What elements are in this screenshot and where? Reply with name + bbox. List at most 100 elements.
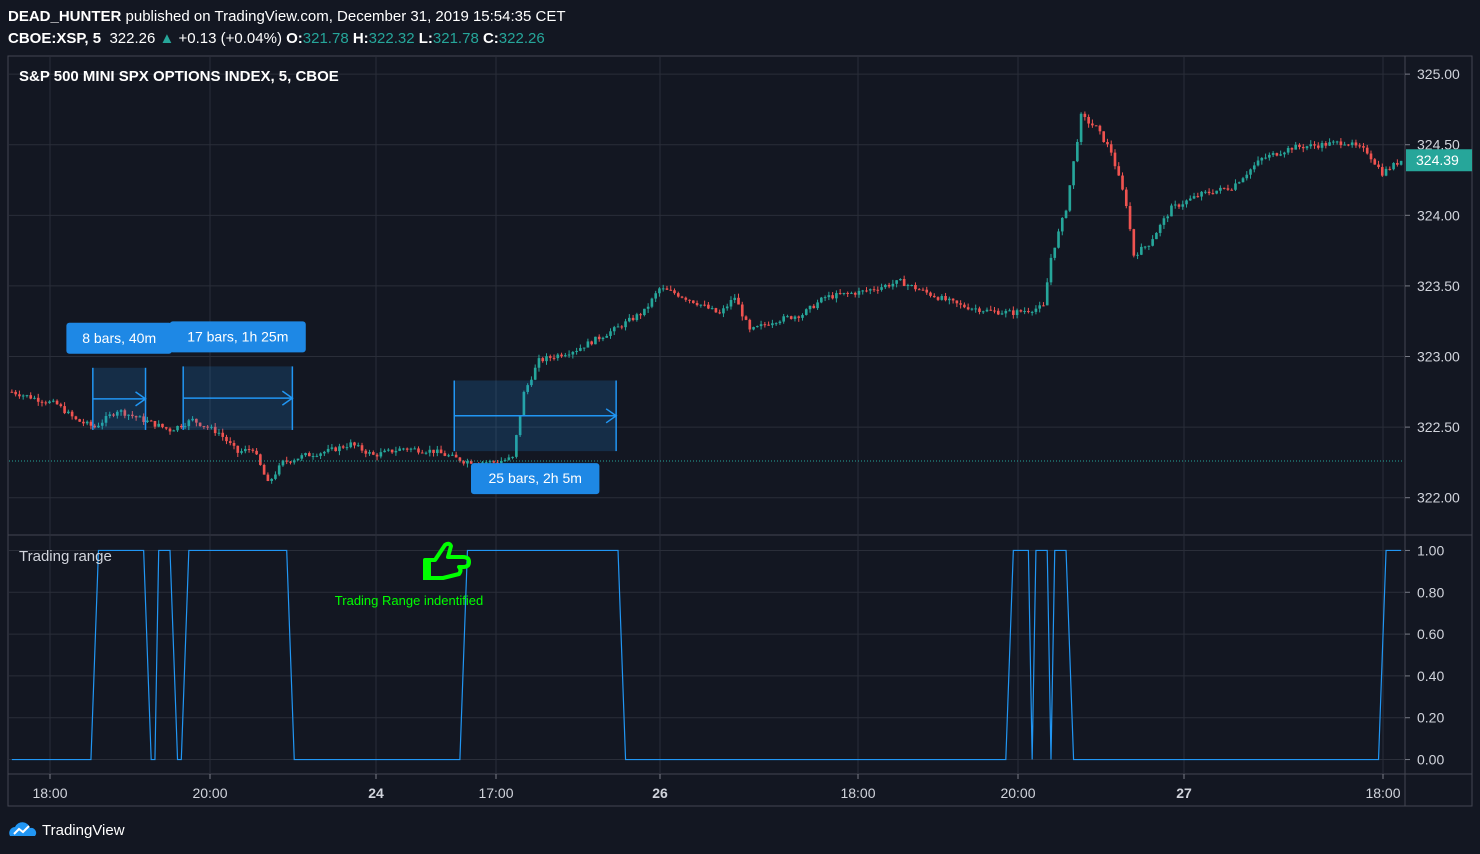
candle-body [609,331,612,336]
candle-body [707,304,710,309]
candle-body [1215,190,1218,194]
candle-body [744,316,748,320]
candle-body [1151,239,1154,246]
candle-body [944,296,947,301]
candle-body [1068,185,1072,211]
candle-body [1377,164,1380,168]
candle-body [1365,147,1369,154]
candle-body [1249,169,1252,175]
candle-body [1177,204,1181,207]
candle-body [492,461,496,463]
range-label-text: 8 bars, 40m [82,330,156,346]
author-name[interactable]: DEAD_HUNTER [8,8,122,25]
price-tick-label: 322.00 [1417,490,1460,506]
candle-body [948,298,951,301]
candle-body [1087,116,1090,124]
candle-body [462,461,465,464]
candle-body [1057,231,1060,248]
grid [9,57,1404,773]
chart-frame [7,55,1473,807]
time-tick-label: 20:00 [192,785,227,801]
candle-body [112,414,115,416]
candle-body [1060,217,1064,232]
candle-body [164,427,168,429]
candle-body [650,298,654,307]
candle-body [771,323,774,326]
candle-body [1358,145,1362,147]
candle-body [1181,204,1185,207]
candle-body [951,298,955,301]
candle-body [153,421,157,427]
candle-body [390,449,394,453]
candle-body [797,316,801,318]
candle-body [134,416,138,418]
candle-body [1173,204,1177,206]
last-price-tag [1406,149,1472,172]
candle-body [469,460,473,464]
candle-body [1219,187,1222,191]
candle-body [217,432,221,434]
candle-body [228,441,232,443]
candle-body [752,327,755,330]
candle-body [669,289,673,291]
candle-body [1102,131,1106,143]
candle-body [820,297,823,303]
main-chart-title: S&P 500 MINI SPX OPTIONS INDEX, 5, CBOE [19,68,339,85]
candle-body [1098,125,1102,132]
candle-body [1286,148,1290,153]
tradingview-logo[interactable]: TradingView [8,820,125,840]
range-arrow-head [281,390,294,406]
candle-body [560,354,563,357]
candle-body [21,395,25,397]
candle-body [756,326,759,328]
candle-body [300,455,304,459]
candle-body [823,297,827,299]
candle-body [1211,193,1215,195]
logo-text: TradingView [42,821,125,839]
candle-body [891,283,895,287]
price-tick-label: 324.00 [1417,207,1460,223]
candle-body [127,414,130,416]
candle-body [149,420,153,422]
osc-tick-label: 0.80 [1417,584,1444,600]
candle-body [1234,183,1237,190]
candle-body [503,459,507,461]
candle-body [740,304,744,317]
candle-body [1004,310,1008,314]
candle-body [499,460,503,463]
candle-body [590,341,593,345]
candle-body [1335,141,1339,143]
candle-body [1252,165,1256,170]
time-tick-label: 24 [368,785,384,801]
candle-body [146,420,149,422]
time-tick-label: 27 [1176,785,1192,801]
candle-body [353,442,356,446]
candle-body [1328,142,1331,146]
candle-body [899,278,902,281]
candle-body [405,448,409,450]
osc-tick-label: 0.00 [1417,752,1444,768]
candle-body [1230,189,1234,191]
candle-body [733,297,737,301]
candle-body [759,324,763,327]
candle-body [78,419,81,422]
candle-body [902,278,906,287]
cloud-logo-icon [9,822,37,836]
candle-body [262,464,266,475]
candle-body [1320,143,1324,148]
candle-body [541,358,545,362]
close-label: C: [482,30,499,47]
candle-body [142,416,145,422]
candle-body [579,348,582,351]
candle-body [161,423,164,428]
candle-body [225,436,228,442]
candle-body [1268,154,1271,158]
candle-body [74,416,78,420]
candle-body [782,316,785,322]
candle-body [989,309,993,311]
osc-tick-label: 0.40 [1417,668,1444,684]
time-tick-label: 17:00 [478,785,513,801]
candle-body [387,449,390,451]
candle-body [884,284,887,288]
